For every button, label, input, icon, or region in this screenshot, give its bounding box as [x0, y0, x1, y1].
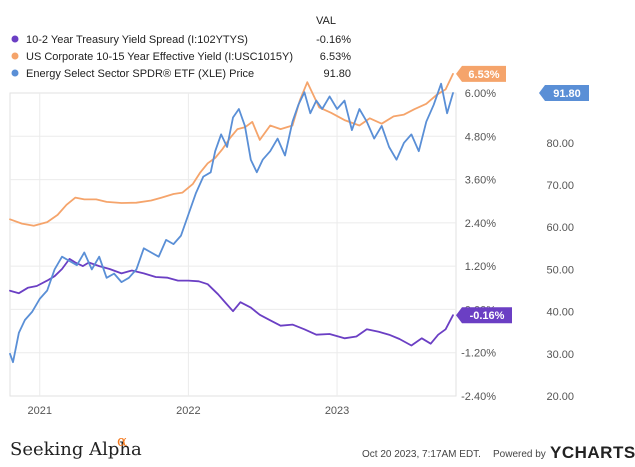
y-left-tick-label: 3.60% — [465, 175, 496, 187]
y-left-tick-label: 4.80% — [465, 131, 496, 143]
y-axis-right: 80.00 70.00 60.00 50.00 40.00 30.00 20.00 — [546, 138, 574, 403]
series-line-xle — [9, 82, 454, 364]
legend-marker-spread — [11, 35, 19, 43]
seeking-alpha-logo: Seeking Alpha — [10, 439, 142, 460]
badge-corporate-yield-shape — [456, 65, 506, 82]
legend-label-spread: 10-2 Year Treasury Yield Spread (I:102YT… — [26, 34, 248, 46]
y-left-tick-label: -2.40% — [461, 391, 496, 403]
y-right-tick-label: 60.00 — [546, 222, 574, 234]
y-left-tick-label: 6.00% — [465, 88, 496, 100]
badge-corporate-yield: 6.53% — [456, 65, 506, 82]
legend-value-xle: 91.80 — [323, 68, 351, 80]
badge-spread-label: -0.16% — [470, 310, 505, 322]
series-line-corporate-yield — [9, 73, 454, 227]
y-left-tick-label: 1.20% — [465, 261, 496, 273]
x-axis: 2021 2022 2023 — [27, 405, 349, 417]
badge-xle: 91.80 — [539, 85, 589, 101]
legend-marker-corporate-yield — [11, 52, 19, 60]
y-right-tick-label: 80.00 — [546, 138, 574, 150]
legend-value-corporate-yield: 6.53% — [320, 51, 351, 63]
legend-label-xle: Energy Select Sector SPDR® ETF (XLE) Pri… — [26, 68, 254, 80]
badge-spread-shape — [456, 307, 512, 324]
badge-xle-label: 91.80 — [553, 88, 581, 100]
badge-corporate-yield-label: 6.53% — [468, 69, 499, 81]
legend-label-corporate-yield: US Corporate 10-15 Year Effective Yield … — [26, 51, 293, 63]
legend-marker-xle — [11, 69, 19, 77]
legend-value-spread: -0.16% — [316, 34, 351, 46]
y-right-tick-label: 30.00 — [546, 349, 574, 361]
x-tick-label: 2022 — [176, 405, 200, 417]
y-right-tick-label: 50.00 — [546, 264, 574, 276]
x-tick-label: 2021 — [27, 405, 51, 417]
ycharts-logo: YCHARTS — [550, 443, 635, 462]
badge-spread: -0.16% — [456, 307, 512, 324]
plot-frame — [9, 92, 457, 397]
x-tick-label: 2023 — [325, 405, 349, 417]
footer: Seeking Alpha α Oct 20 2023, 7:17AM EDT.… — [10, 432, 635, 462]
y-right-tick-label: 20.00 — [546, 391, 574, 403]
series-line-spread — [9, 257, 454, 347]
alpha-symbol: α — [117, 432, 127, 450]
value-badges: -0.16% 6.53% 91.80 — [456, 65, 589, 324]
y-axis-left: 6.00%4.80%3.60%2.40%1.20%0.00%-1.20%-2.4… — [461, 88, 496, 403]
timestamp: Oct 20 2023, 7:17AM EDT. — [362, 449, 481, 460]
badge-xle-shape — [539, 85, 589, 101]
y-left-tick-label: 2.40% — [465, 218, 496, 230]
y-left-tick-label: -1.20% — [461, 348, 496, 360]
legend-header: VAL — [316, 15, 336, 27]
powered-by-label: Powered by — [493, 449, 546, 460]
series-layer — [9, 73, 454, 364]
plot-area — [9, 73, 457, 397]
legend: VAL 10-2 Year Treasury Yield Spread (I:1… — [11, 15, 351, 80]
y-right-tick-label: 40.00 — [546, 307, 574, 319]
y-right-tick-label: 70.00 — [546, 180, 574, 192]
